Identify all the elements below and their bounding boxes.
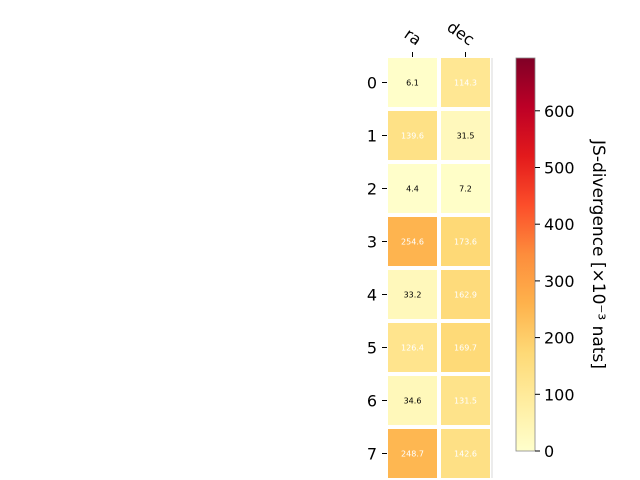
y-tick-label: 4 [367,286,377,305]
colorbar-ticks: 0 100 200 300 400 500 600 [535,102,575,461]
cell-value-label: 114.3 [454,79,477,88]
y-tick-label: 3 [367,233,377,252]
y-tick-label: 0 [367,74,377,93]
cell-value-label: 7.2 [459,185,472,194]
heatmap-cell [388,270,437,319]
colorbar-label: JS-divergence [×10⁻³ nats] [588,139,608,369]
cell-value-label: 4.4 [406,185,419,194]
colorbar-tick-label: 400 [544,215,575,234]
heatmap-cells: 6.1 114.3 139.6 31.5 4.4 7.2 254.6 173.6 33.2 162… [387,57,493,479]
heatmap-cell [441,429,490,478]
cell-value-label: 34.6 [404,397,422,406]
y-tick-label: 1 [367,127,377,146]
colorbar-tick-label: 500 [544,158,575,177]
heatmap-cell [441,376,490,425]
x-axis: ra dec [401,17,478,57]
heatmap-cell [441,217,490,266]
cell-value-label: 126.4 [401,344,424,353]
colorbar-tick-label: 0 [544,442,554,461]
colorbar: 0 100 200 300 400 500 600 JS-divergence [×10⁻³… [515,57,608,461]
y-tick-label: 5 [367,339,377,358]
y-tick-label: 7 [367,445,377,464]
y-tick-label: 2 [367,180,377,199]
cell-value-label: 142.6 [454,450,477,459]
x-tick-label: dec [444,17,478,49]
heatmap-cell [441,270,490,319]
heatmap-cell [441,164,490,213]
y-axis: 0 1 2 3 4 5 6 7 [367,74,387,464]
colorbar-tick-label: 300 [544,272,575,291]
cell-value-label: 173.6 [454,238,477,247]
cell-value-label: 33.2 [404,291,422,300]
colorbar-tick-label: 200 [544,329,575,348]
x-tick-label: ra [401,24,425,49]
cell-value-label: 131.5 [454,397,477,406]
cell-value-label: 162.9 [454,291,477,300]
cell-value-label: 248.7 [401,450,424,459]
heatmap-cell [388,376,437,425]
heatmap-cell [388,323,437,372]
cell-value-label: 31.5 [457,132,475,141]
cell-value-label: 139.6 [401,132,424,141]
colorbar-tick-label: 100 [544,385,575,404]
colorbar-gradient [515,57,536,452]
y-tick-label: 6 [367,392,377,411]
heatmap-cell [388,164,437,213]
heatmap-cell [388,111,437,160]
heatmap-cell [388,429,437,478]
colorbar-tick-label: 600 [544,102,575,121]
cell-value-label: 6.1 [406,79,419,88]
heatmap-cell [388,217,437,266]
heatmap-cell [388,58,437,107]
heatmap-cell [441,323,490,372]
heatmap-cell [441,58,490,107]
heatmap-cell [441,111,490,160]
cell-value-label: 169.7 [454,344,477,353]
cell-value-label: 254.6 [401,238,424,247]
